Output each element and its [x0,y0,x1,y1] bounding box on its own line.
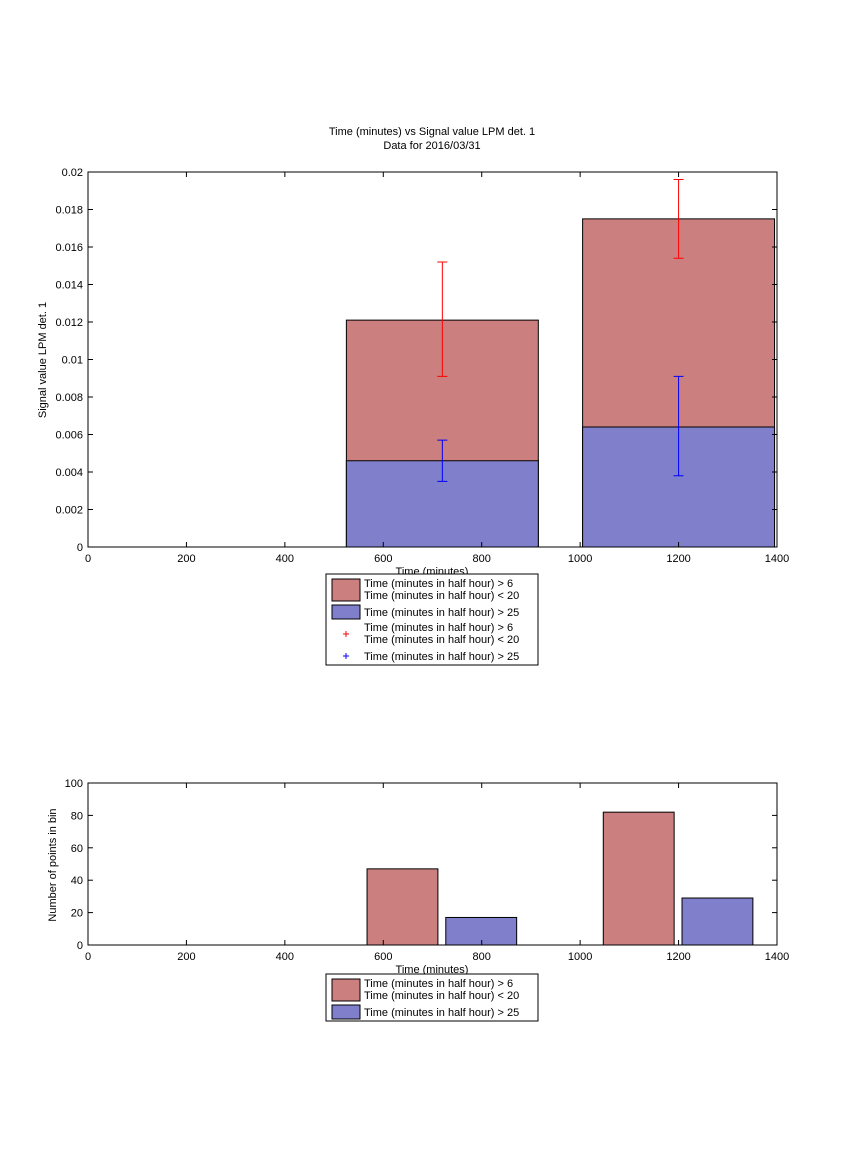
y-tick-label-5: 100 [65,778,83,790]
legend-label-0-0: Time (minutes in half hour) > 6 [364,578,513,590]
legend-label-2-0: Time (minutes in half hour) > 6 [364,622,513,634]
legend-label-0-1: Time (minutes in half hour) < 20 [364,990,519,1002]
y-tick-label-9: 0.018 [55,205,83,217]
y-tick-label-1: 20 [71,908,83,920]
bar-2 [602,811,675,946]
x-tick-label-0: 0 [85,553,91,565]
y-tick-label-3: 60 [71,843,83,855]
legend-entry-1: Time (minutes in half hour) > 25 [331,1004,519,1020]
legend-swatch-0 [331,578,361,602]
x-tick-label-3: 600 [374,553,392,565]
x-tick-label-6: 1200 [666,951,690,963]
legend-swatch-1 [331,604,361,620]
legend-entry-1: Time (minutes in half hour) > 25 [331,604,519,620]
legend-marker-2 [343,631,349,637]
error-bar-0 [437,261,448,377]
error-bar-2 [673,179,684,259]
x-axis-label: Time (minutes) [396,964,469,976]
signal-chart: Time (minutes) vs Signal value LPM det. … [37,126,789,666]
legend-swatch-0 [331,978,361,1002]
x-tick-label-5: 1000 [568,553,592,565]
x-ticks-group: 0 200 400 600 800 1000 1200 1400 [85,783,789,963]
legend-entry-3: Time (minutes in half hour) > 25 [343,651,519,663]
error-bar-3 [673,375,684,477]
x-tick-label-6: 1200 [666,553,690,565]
y-tick-label-7: 0.014 [55,280,83,292]
x-tick-label-3: 600 [374,951,392,963]
y-axis-label: Signal value LPM det. 1 [37,302,49,418]
x-ticks-group: 0 200 400 600 800 1000 1200 1400 [85,172,789,565]
y-tick-label-1: 0.002 [55,505,83,517]
legend-label-1-0: Time (minutes in half hour) > 25 [364,607,519,619]
x-tick-label-7: 1400 [765,553,789,565]
legend-box [325,573,539,666]
x-tick-label-2: 400 [276,951,294,963]
legend-label-1-0: Time (minutes in half hour) > 25 [364,1007,519,1019]
y-tick-label-6: 0.012 [55,317,83,329]
legend-label-0-1: Time (minutes in half hour) < 20 [364,590,519,602]
axes-box [87,782,778,946]
y-tick-label-8: 0.016 [55,242,83,254]
y-tick-label-4: 80 [71,810,83,822]
bar-3 [681,897,754,946]
y-tick-label-3: 0.006 [55,430,83,442]
x-tick-label-7: 1400 [765,951,789,963]
legend-label-2-1: Time (minutes in half hour) < 20 [364,634,519,646]
legend-label-0-0: Time (minutes in half hour) > 6 [364,978,513,990]
y-tick-label-0: 0 [77,542,83,554]
x-tick-label-4: 800 [473,553,491,565]
legend-swatch-1 [331,1004,361,1020]
y-ticks-group: 0 0.002 0.004 0.006 0.008 0.01 0.012 0.014 0.016… [55,167,777,554]
x-tick-label-4: 800 [473,951,491,963]
y-tick-label-2: 0.004 [55,467,83,479]
legend-marker-3 [343,653,349,659]
y-tick-label-0: 0 [77,940,83,952]
legend-label-3-0: Time (minutes in half hour) > 25 [364,651,519,663]
y-tick-label-5: 0.01 [62,355,83,367]
error-bars-group [437,179,684,482]
count-chart: 0 200 400 600 800 1000 1200 1400 0 20 40 60 80 100 T… [47,778,789,1022]
x-tick-label-1: 200 [177,951,195,963]
x-tick-label-0: 0 [85,951,91,963]
y-axis-label: Number of points in bin [47,808,59,921]
x-tick-label-5: 1000 [568,951,592,963]
x-tick-label-1: 200 [177,553,195,565]
legend-box [325,973,539,1022]
y-tick-label-10: 0.02 [62,167,83,179]
y-tick-label-2: 40 [71,875,83,887]
bar-0 [366,868,439,946]
error-bar-1 [437,439,448,482]
x-tick-label-2: 400 [276,553,294,565]
chart-subtitle: Data for 2016/03/31 [383,140,480,152]
y-ticks-group: 0 20 40 60 80 100 [65,778,777,952]
y-tick-label-4: 0.008 [55,392,83,404]
chart-title: Time (minutes) vs Signal value LPM det. … [329,126,535,138]
